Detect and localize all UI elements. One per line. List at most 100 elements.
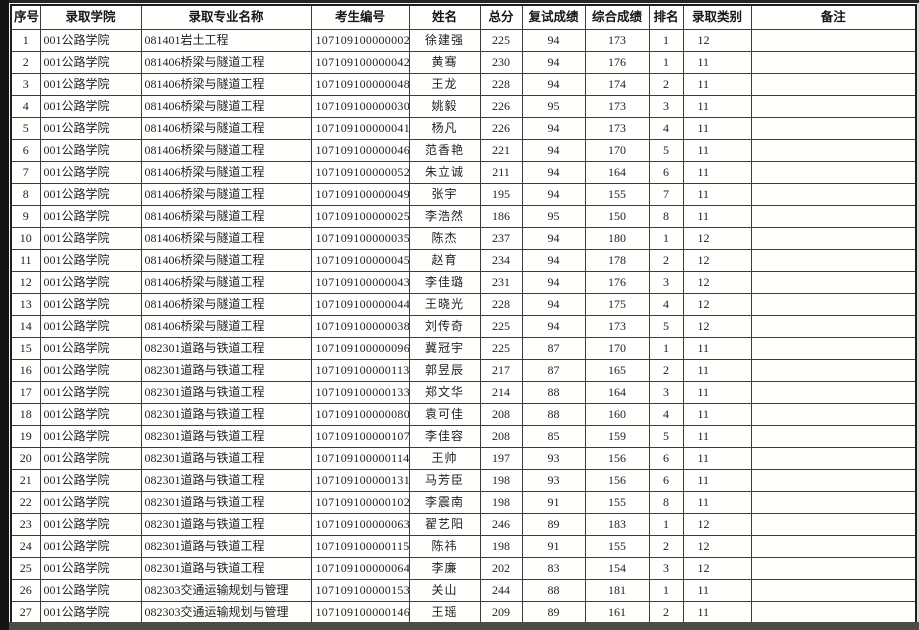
photo-edge-left — [0, 0, 9, 630]
cell-candidate-no: 107109100000046 — [310, 138, 410, 162]
cell-rank: 4 — [648, 116, 684, 140]
cell-remark — [750, 556, 917, 580]
cell-retest-score: 91 — [521, 490, 586, 514]
cell-serial: 3 — [10, 72, 41, 96]
cell-candidate-no: 107109100000002 — [310, 28, 410, 52]
cell-remark — [750, 314, 917, 338]
cell-major: 082301道路与铁道工程 — [140, 534, 312, 558]
cell-remark — [750, 94, 917, 118]
cell-candidate-no: 107109100000064 — [310, 556, 410, 580]
cell-remark — [750, 512, 917, 536]
cell-major: 081406桥梁与隧道工程 — [140, 116, 312, 140]
cell-serial: 24 — [10, 534, 41, 558]
cell-rank: 6 — [648, 468, 684, 492]
cell-candidate-no: 107109100000096 — [310, 336, 410, 360]
cell-total-score: 211 — [479, 160, 523, 184]
cell-name: 郑文华 — [408, 380, 481, 404]
cell-rank: 4 — [648, 292, 684, 316]
cell-college: 001公路学院 — [39, 556, 142, 580]
cell-serial: 19 — [10, 424, 41, 448]
cell-composite-score: 161 — [584, 600, 650, 624]
cell-rank: 1 — [648, 512, 684, 536]
cell-remark — [750, 116, 917, 140]
cell-name: 陈杰 — [408, 226, 481, 250]
cell-retest-score: 94 — [521, 50, 586, 74]
cell-admission-type: 11 — [682, 424, 752, 448]
cell-college: 001公路学院 — [39, 94, 142, 118]
cell-candidate-no: 107109100000131 — [310, 468, 410, 492]
cell-candidate-no: 107109100000114 — [310, 446, 410, 470]
cell-college: 001公路学院 — [39, 446, 142, 470]
cell-composite-score: 181 — [584, 578, 650, 602]
cell-name: 张宇 — [408, 182, 481, 206]
cell-composite-score: 173 — [584, 314, 650, 338]
table-row: 8 001公路学院 081406桥梁与隧道工程 107109100000049 张宇 19… — [10, 182, 917, 206]
header-admission-type: 录取类别 — [682, 4, 752, 30]
cell-retest-score: 89 — [521, 600, 586, 624]
cell-rank: 2 — [648, 534, 684, 558]
table-row: 15 001公路学院 082301道路与铁道工程 107109100000096 冀冠宇… — [10, 336, 917, 360]
cell-composite-score: 156 — [584, 468, 650, 492]
cell-total-score: 221 — [479, 138, 523, 162]
cell-composite-score: 155 — [584, 490, 650, 514]
cell-serial: 5 — [10, 116, 41, 140]
cell-total-score: 228 — [479, 292, 523, 316]
cell-major: 082301道路与铁道工程 — [140, 336, 312, 360]
table-row: 11 001公路学院 081406桥梁与隧道工程 107109100000045 赵育 2… — [10, 248, 917, 272]
cell-name: 李震南 — [408, 490, 481, 514]
table-row: 19 001公路学院 082301道路与铁道工程 107109100000107 李佳容… — [10, 424, 917, 448]
cell-name: 冀冠宇 — [408, 336, 481, 360]
cell-serial: 27 — [10, 600, 41, 624]
cell-college: 001公路学院 — [39, 578, 142, 602]
cell-candidate-no: 107109100000049 — [310, 182, 410, 206]
cell-admission-type: 11 — [682, 72, 752, 96]
cell-serial: 1 — [10, 28, 41, 52]
cell-serial: 18 — [10, 402, 41, 426]
cell-major: 081406桥梁与隧道工程 — [140, 314, 312, 338]
cell-composite-score: 176 — [584, 50, 650, 74]
cell-serial: 4 — [10, 94, 41, 118]
cell-candidate-no: 107109100000063 — [310, 512, 410, 536]
cell-college: 001公路学院 — [39, 116, 142, 140]
cell-total-score: 208 — [479, 424, 523, 448]
table-row: 14 001公路学院 081406桥梁与隧道工程 107109100000038 刘传奇… — [10, 314, 917, 338]
cell-retest-score: 89 — [521, 512, 586, 536]
cell-candidate-no: 107109100000115 — [310, 534, 410, 558]
table-row: 12 001公路学院 081406桥梁与隧道工程 107109100000043 李佳璐… — [10, 270, 917, 294]
cell-remark — [750, 138, 917, 162]
cell-remark — [750, 446, 917, 470]
cell-rank: 1 — [648, 50, 684, 74]
cell-name: 李佳璐 — [408, 270, 481, 294]
cell-retest-score: 93 — [521, 446, 586, 470]
cell-remark — [750, 28, 917, 52]
cell-composite-score: 173 — [584, 116, 650, 140]
cell-college: 001公路学院 — [39, 28, 142, 52]
cell-college: 001公路学院 — [39, 72, 142, 96]
cell-name: 李浩然 — [408, 204, 481, 228]
cell-name: 王龙 — [408, 72, 481, 96]
cell-major: 082301道路与铁道工程 — [140, 512, 312, 536]
cell-major: 081406桥梁与隧道工程 — [140, 50, 312, 74]
cell-admission-type: 12 — [682, 314, 752, 338]
cell-rank: 2 — [648, 72, 684, 96]
table-row: 13 001公路学院 081406桥梁与隧道工程 107109100000044 王晓光… — [10, 292, 917, 316]
cell-retest-score: 94 — [521, 138, 586, 162]
cell-college: 001公路学院 — [39, 182, 142, 206]
cell-rank: 3 — [648, 380, 684, 404]
cell-admission-type: 11 — [682, 336, 752, 360]
cell-major: 081406桥梁与隧道工程 — [140, 248, 312, 272]
cell-admission-type: 11 — [682, 160, 752, 184]
cell-total-score: 237 — [479, 226, 523, 250]
cell-serial: 15 — [10, 336, 41, 360]
cell-admission-type: 12 — [682, 270, 752, 294]
cell-serial: 22 — [10, 490, 41, 514]
cell-retest-score: 94 — [521, 292, 586, 316]
photo-edge-right — [917, 3, 919, 622]
cell-remark — [750, 600, 917, 624]
cell-composite-score: 174 — [584, 72, 650, 96]
header-retest-score: 复试成绩 — [521, 4, 586, 30]
cell-retest-score: 94 — [521, 226, 586, 250]
cell-serial: 20 — [10, 446, 41, 470]
cell-major: 081406桥梁与隧道工程 — [140, 138, 312, 162]
